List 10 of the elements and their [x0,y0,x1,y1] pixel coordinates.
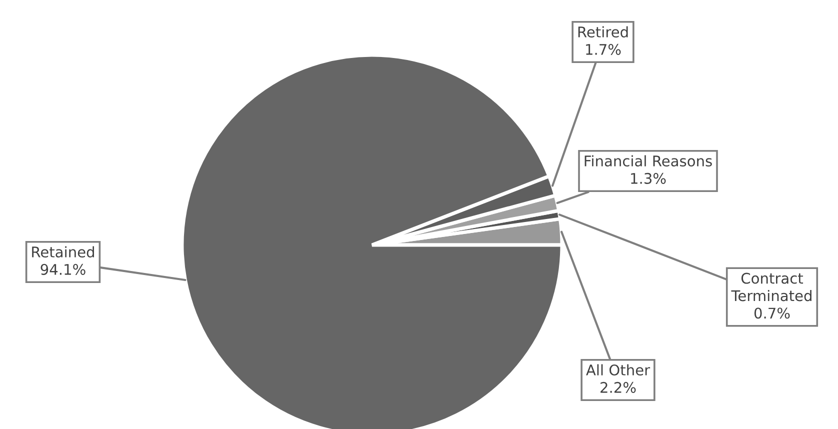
slice-label: Contract Terminated [731,272,812,302]
data-label: 1.3% [631,172,666,184]
data-label: 1.7% [586,44,621,55]
slice-label: Retired [578,26,628,38]
slice-label: Retained [32,246,94,258]
slice-label: All Other [586,364,650,376]
data-label: 0.7% [754,308,790,319]
slice-label: Financial Reasons [584,155,712,167]
data-label: 2.2% [600,382,636,393]
data-label: 94.1% [40,264,86,275]
